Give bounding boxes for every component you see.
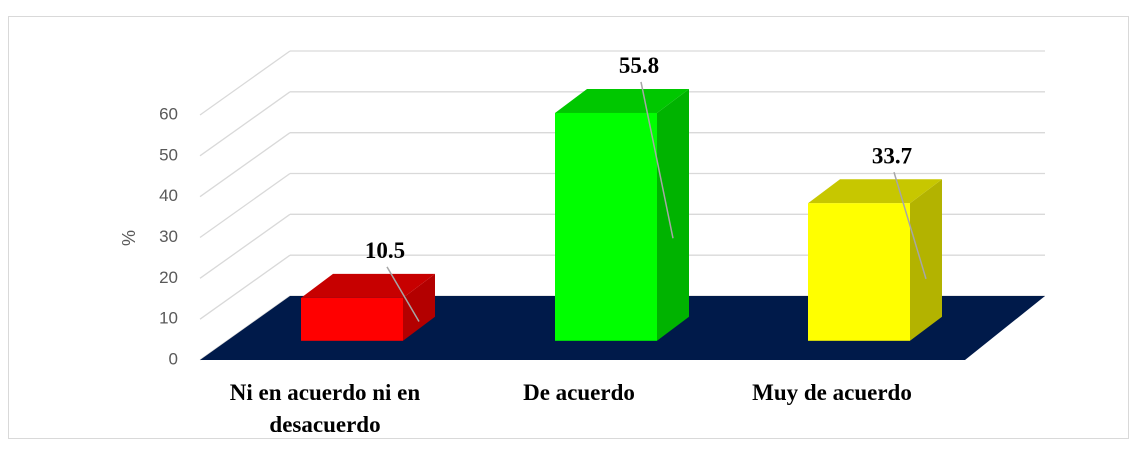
bar <box>301 273 435 341</box>
data-label: 33.7 <box>872 143 912 168</box>
x-tick-label: Muy de acuerdo <box>752 380 912 405</box>
bar-top <box>555 88 689 113</box>
y-tick-label: 10 <box>159 309 178 328</box>
x-tick-label: Ni en acuerdo ni en desacuerdo <box>229 380 421 437</box>
y-tick-label: 50 <box>159 145 178 164</box>
y-tick-label: 60 <box>159 104 178 123</box>
bar-front <box>555 112 657 341</box>
bar-side <box>403 273 435 341</box>
bar-front <box>301 297 403 341</box>
data-label: 10.5 <box>365 238 405 263</box>
y-tick-label: 0 <box>169 349 178 368</box>
leader-line <box>640 81 674 239</box>
y-tick-label: 20 <box>159 268 178 287</box>
grid-line <box>199 213 291 279</box>
x-tick-label: De acuerdo <box>523 380 635 405</box>
bar <box>808 179 942 341</box>
bar-side <box>657 88 689 341</box>
bar <box>555 88 689 341</box>
grid-line <box>199 254 291 320</box>
chart-frame <box>8 16 1129 439</box>
leader-line <box>893 171 927 280</box>
bar-top <box>808 179 942 204</box>
bar-side <box>910 179 942 341</box>
grid-line <box>199 50 291 116</box>
y-tick-label: 30 <box>159 227 178 246</box>
leader-line <box>386 266 420 322</box>
y-axis-label: % <box>119 230 139 246</box>
y-tick-label: 40 <box>159 186 178 205</box>
grid-line <box>199 172 291 239</box>
bar-front <box>808 203 910 341</box>
grid-line <box>199 132 291 198</box>
data-label: 55.8 <box>619 53 659 78</box>
grid-line <box>199 91 291 157</box>
